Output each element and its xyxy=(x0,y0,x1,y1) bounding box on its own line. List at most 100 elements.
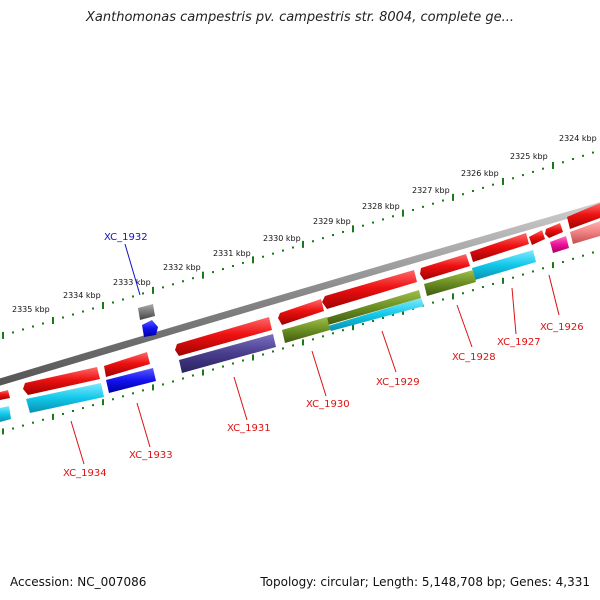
gene-feature[interactable] xyxy=(424,270,476,296)
gene-feature[interactable] xyxy=(470,233,529,262)
tick-label: 2326 kbp xyxy=(461,169,499,178)
gene-feature[interactable] xyxy=(179,334,276,373)
ruler-dot xyxy=(582,254,584,257)
accession-text: Accession: NC_007086 xyxy=(10,575,147,589)
ruler-tick xyxy=(352,324,354,331)
ruler-dot xyxy=(312,240,314,243)
gene-feature[interactable] xyxy=(550,236,569,253)
gene-feature[interactable] xyxy=(26,383,104,413)
ruler-tick xyxy=(152,384,154,391)
ruler-dot xyxy=(122,395,124,398)
ruler-dot xyxy=(22,328,24,331)
gene-feature[interactable] xyxy=(0,390,10,400)
ruler-tick xyxy=(452,193,454,201)
gene-feature[interactable] xyxy=(282,317,330,343)
ruler-dot xyxy=(242,359,244,362)
map-title: Xanthomonas campestris pv. campestris st… xyxy=(86,10,514,25)
ruler-tick xyxy=(2,331,4,339)
tick-label: 2325 kbp xyxy=(510,152,548,161)
ruler-dot xyxy=(512,177,514,180)
ruler-dot xyxy=(382,316,384,319)
ruler-dot xyxy=(332,234,334,237)
ruler-tick xyxy=(402,308,404,315)
ruler-dot xyxy=(72,313,74,316)
tick-label: 2331 kbp xyxy=(213,249,251,258)
ruler-dot xyxy=(22,424,24,427)
gene-feature[interactable] xyxy=(472,250,536,280)
ruler-tick xyxy=(102,302,104,310)
ruler-dot xyxy=(162,286,164,289)
ruler-dot xyxy=(62,412,64,415)
label-lines xyxy=(70,243,560,465)
gene-feature[interactable] xyxy=(529,230,545,245)
gene-feature[interactable] xyxy=(420,254,470,280)
gene-feature[interactable] xyxy=(0,406,11,422)
gene-label-xc-1926[interactable]: XC_1926 xyxy=(540,322,584,333)
ruler-dot xyxy=(182,280,184,283)
ruler-dot xyxy=(592,151,594,154)
ruler-dot xyxy=(212,368,214,371)
ruler-dot xyxy=(412,209,414,212)
gene-feature[interactable] xyxy=(567,203,600,229)
gene-label-xc-1930[interactable]: XC_1930 xyxy=(306,399,350,410)
ruler-dot xyxy=(472,190,474,193)
gene-label-xc-1933[interactable]: XC_1933 xyxy=(129,450,173,461)
ruler-dot xyxy=(562,261,564,264)
ruler-dot xyxy=(282,347,284,350)
ruler-dot xyxy=(222,365,224,368)
ruler-tick xyxy=(102,399,104,406)
ruler-dot xyxy=(462,193,464,196)
gene-label-xc-1934[interactable]: XC_1934 xyxy=(63,468,107,479)
ruler-dot xyxy=(172,283,174,286)
ruler-tick xyxy=(502,277,504,284)
gene-feature[interactable] xyxy=(545,223,563,238)
inner-dots xyxy=(2,251,594,435)
ruler-tick xyxy=(552,262,554,269)
ruler-dot xyxy=(122,298,124,301)
gene-label-xc-1928[interactable]: XC_1928 xyxy=(452,352,496,363)
ruler-dot xyxy=(372,320,374,323)
gene-label-xc-1931[interactable]: XC_1931 xyxy=(227,423,271,434)
ruler-dot xyxy=(332,332,334,335)
ruler-tick xyxy=(2,428,4,435)
ruler-tick xyxy=(352,225,354,233)
tick-label: 2329 kbp xyxy=(313,217,351,226)
gene-feature[interactable] xyxy=(570,221,600,244)
ruler-dot xyxy=(372,221,374,224)
ruler-dot xyxy=(342,230,344,233)
tick-label: 2328 kbp xyxy=(362,202,400,211)
ruler-dot xyxy=(492,183,494,186)
ruler-dot xyxy=(192,374,194,377)
ruler-tick xyxy=(202,369,204,376)
ruler-dot xyxy=(422,205,424,208)
gene-feature[interactable] xyxy=(104,352,150,377)
gene-label-xc-1929[interactable]: XC_1929 xyxy=(376,377,420,388)
ruler-dot xyxy=(322,237,324,240)
ruler-dot xyxy=(472,289,474,292)
gene-feature[interactable] xyxy=(138,304,155,320)
gene-feature[interactable] xyxy=(322,270,417,309)
gene-feature[interactable] xyxy=(142,320,158,337)
ruler-tick xyxy=(52,317,54,325)
ruler-dot xyxy=(112,301,114,304)
ruler-dot xyxy=(572,158,574,161)
gene-labels: XC_1926 XC_1927 XC_1928 XC_1929 XC_1930 … xyxy=(63,232,584,479)
gene-feature[interactable] xyxy=(278,299,324,325)
gene-feature[interactable] xyxy=(326,290,421,325)
gene-label-xc-1927[interactable]: XC_1927 xyxy=(497,337,541,348)
ruler-dot xyxy=(392,215,394,218)
gene-feature[interactable] xyxy=(106,368,156,393)
gene-feature[interactable] xyxy=(23,367,100,395)
ruler-dot xyxy=(72,410,74,413)
ruler-dot xyxy=(32,421,34,424)
ruler-dot xyxy=(192,277,194,280)
ruler-dot xyxy=(392,313,394,316)
gene-label-xc-1932[interactable]: XC_1932 xyxy=(104,232,148,243)
gene-feature[interactable] xyxy=(328,298,424,331)
gene-feature[interactable] xyxy=(175,317,272,356)
ruler-dot xyxy=(572,257,574,260)
ruler-dot xyxy=(262,353,264,356)
ruler-tick xyxy=(52,413,54,420)
ruler-dot xyxy=(522,174,524,177)
ruler-tick xyxy=(152,286,154,294)
